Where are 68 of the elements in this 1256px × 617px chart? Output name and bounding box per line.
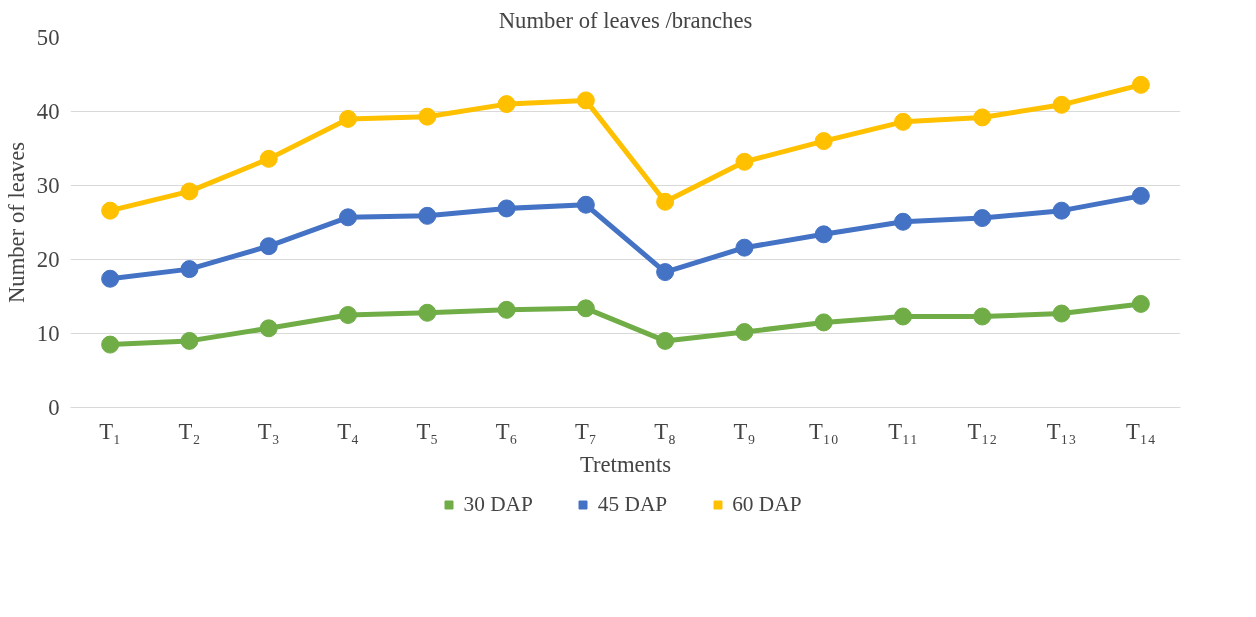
chart-title: Number of leaves /branches [498, 7, 753, 33]
x-tick-label: T₅ [416, 418, 439, 444]
x-tick-label: T₇ [574, 418, 597, 444]
x-tick-label: T₁₃ [1046, 418, 1077, 444]
y-tick-label: 50 [36, 25, 60, 50]
point [418, 303, 437, 322]
legend-label: 60 DAP [732, 491, 802, 517]
point [576, 195, 595, 214]
point [814, 225, 833, 244]
point [339, 208, 357, 227]
point [894, 212, 912, 231]
x-tick-label: T₈ [654, 418, 677, 444]
point [259, 319, 278, 338]
point [735, 152, 754, 171]
point [735, 323, 754, 341]
x-tick-label: T₆ [495, 418, 518, 444]
x-tick-label: T₁₀ [808, 418, 839, 444]
point [180, 182, 199, 201]
x-axis-title: Tretments [579, 451, 672, 477]
point [259, 237, 278, 256]
point [418, 107, 437, 126]
point [973, 307, 992, 326]
point [497, 300, 516, 319]
point [1131, 186, 1150, 205]
point [973, 209, 992, 228]
point [101, 335, 120, 354]
x-tick-label: T₉ [733, 418, 756, 444]
point [735, 238, 754, 257]
x-tick-label: T₂ [178, 418, 201, 444]
point [1052, 304, 1071, 323]
x-tick-label: T₄ [337, 418, 359, 444]
point [576, 299, 595, 318]
point [814, 313, 833, 332]
x-tick-label: T₁₄ [1126, 418, 1156, 444]
y-tick-label: 0 [48, 395, 60, 420]
point [894, 307, 912, 326]
point [894, 112, 912, 131]
point [101, 269, 120, 288]
point [814, 132, 833, 151]
point [1131, 294, 1150, 313]
point [497, 199, 516, 218]
point [656, 263, 675, 282]
point [259, 149, 278, 168]
point [973, 108, 992, 127]
point [1052, 95, 1071, 114]
point [418, 206, 437, 225]
legend-label: 30 DAP [463, 491, 533, 517]
y-tick-label: 40 [36, 99, 60, 124]
point [656, 331, 675, 350]
point [339, 306, 357, 324]
x-tick-label: T₁₂ [967, 418, 998, 444]
point [497, 95, 516, 114]
point [180, 331, 199, 350]
x-tick-label: T₁₁ [888, 418, 918, 444]
point [1131, 75, 1150, 94]
point [1052, 201, 1071, 220]
point [180, 260, 199, 279]
x-tick-label: T₁ [99, 418, 122, 444]
y-tick-label: 20 [36, 247, 60, 272]
point [656, 192, 675, 211]
point [339, 109, 357, 128]
y-tick-label: 10 [36, 321, 60, 346]
point [101, 201, 120, 220]
y-axis-title: Number of leaves [3, 141, 29, 304]
point [576, 91, 595, 110]
legend-label: 45 DAP [597, 491, 668, 517]
y-tick-label: 30 [36, 173, 60, 198]
x-tick-label: T₃ [257, 418, 280, 444]
